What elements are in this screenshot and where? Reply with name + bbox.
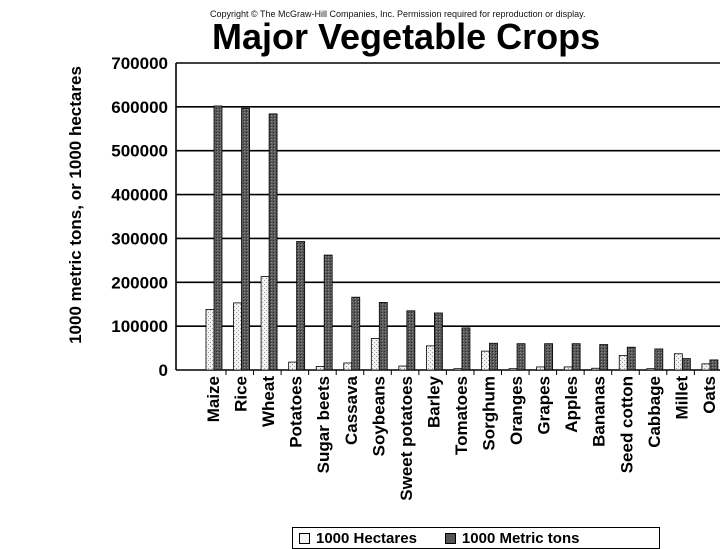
x-category-label: Rice: [232, 376, 251, 412]
y-tick-label: 200000: [111, 273, 168, 292]
bar-metric-tons: [489, 342, 498, 371]
x-category-label: Maize: [204, 376, 223, 422]
bar-metric-tons: [626, 346, 636, 371]
bar-hectares: [453, 368, 463, 371]
legend-item-hectares: 1000 Hectares: [299, 530, 417, 547]
bar-hectares: [646, 368, 656, 371]
bar-metric-tons: [323, 254, 333, 371]
bar-metric-tons: [406, 310, 416, 371]
y-tick-label: 600000: [111, 98, 168, 117]
bar-hectares: [618, 355, 628, 371]
y-tick-label: 500000: [111, 142, 168, 161]
bar-metric-tons: [709, 359, 719, 371]
y-tick-label: 300000: [111, 229, 168, 248]
legend-swatch-hectares: [299, 532, 310, 544]
legend-swatch-metric-tons: [444, 532, 456, 544]
bar-hectares: [701, 363, 711, 371]
x-category-label: Millet: [672, 376, 691, 420]
x-category-label: Bananas: [590, 376, 609, 447]
x-category-label: Sorghum: [480, 376, 499, 451]
x-category-label: Soybeans: [369, 376, 388, 456]
x-category-label: Seed cotton: [617, 376, 636, 473]
x-category-label: Sugar beets: [314, 376, 333, 473]
bar-hectares: [343, 362, 353, 371]
bar-hectares: [673, 353, 683, 371]
bar-metric-tons: [599, 344, 609, 371]
y-tick-label: 400000: [111, 186, 168, 205]
bar-hectares: [536, 366, 545, 371]
chart-legend: 1000 Hectares 1000 Metric tons: [292, 527, 660, 549]
x-category-label: Oats: [700, 376, 719, 414]
x-category-label: Apples: [562, 376, 581, 433]
bar-hectares: [481, 350, 490, 371]
copyright-notice: Copyright © The McGraw-Hill Companies, I…: [210, 9, 586, 19]
bar-metric-tons: [241, 107, 250, 371]
bar-hectares: [591, 367, 601, 371]
x-category-label: Barley: [424, 375, 443, 428]
bar-metric-tons: [516, 343, 526, 371]
x-category-label: Sweet potatoes: [397, 376, 416, 501]
bar-hectares: [205, 309, 215, 371]
x-category-label: Potatoes: [287, 376, 306, 448]
x-category-label: Cassava: [342, 375, 361, 445]
bar-hectares: [563, 366, 573, 371]
bar-metric-tons: [654, 348, 664, 371]
bar-metric-tons: [681, 358, 691, 371]
legend-label-hectares: 1000 Hectares: [316, 529, 417, 547]
bar-hectares: [425, 345, 435, 371]
bar-metric-tons: [296, 241, 306, 371]
bar-hectares: [315, 366, 325, 371]
bar-hectares: [288, 361, 298, 371]
y-tick-label: 700000: [111, 54, 168, 73]
chart-title: Major Vegetable Crops: [212, 16, 601, 57]
bar-hectares: [233, 302, 242, 371]
y-tick-label: 100000: [111, 317, 168, 336]
bar-metric-tons: [571, 343, 581, 371]
bar-hectares: [370, 338, 380, 371]
x-category-label: Grapes: [535, 376, 554, 435]
bar-metric-tons: [433, 312, 443, 371]
bar-hectares: [398, 365, 408, 371]
bar-hectares: [260, 276, 270, 371]
bar-hectares: [508, 368, 518, 371]
x-category-label: Cabbage: [645, 376, 664, 448]
bar-metric-tons: [268, 113, 278, 371]
bar-metric-tons: [461, 327, 471, 371]
y-tick-label: 0: [159, 361, 168, 380]
legend-item-metric-tons: 1000 Metric tons: [444, 529, 580, 547]
legend-label-metric-tons: 1000 Metric tons: [461, 529, 580, 547]
bar-metric-tons: [544, 343, 553, 371]
bar-metric-tons: [378, 302, 388, 371]
bar-metric-tons: [351, 296, 361, 371]
x-category-label: Oranges: [507, 376, 526, 445]
bar-metric-tons: [213, 105, 223, 371]
x-category-label: Tomatoes: [452, 376, 471, 455]
x-category-label: Wheat: [259, 376, 278, 427]
